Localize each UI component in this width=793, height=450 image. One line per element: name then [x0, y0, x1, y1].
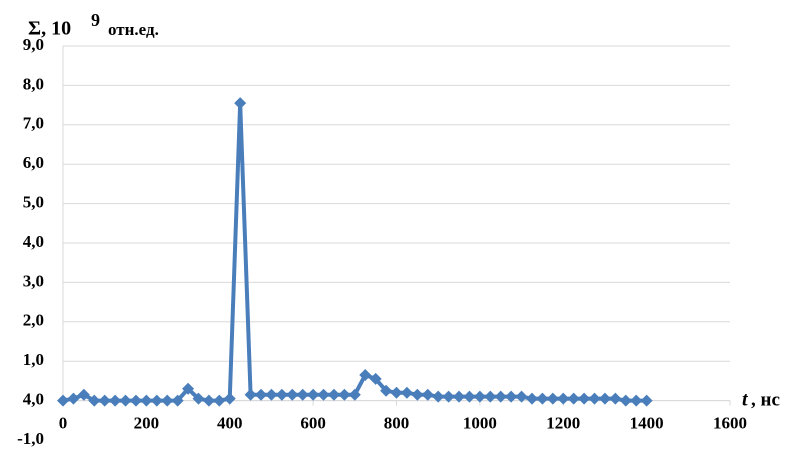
data-point: [98, 394, 111, 407]
data-point: [380, 384, 393, 397]
data-point: [619, 394, 632, 407]
y-tick-label: 8,0: [23, 74, 44, 93]
data-point: [630, 394, 643, 407]
data-point: [202, 394, 215, 407]
data-point: [234, 97, 247, 110]
data-point: [390, 386, 403, 399]
x-tick-label: 600: [300, 414, 326, 433]
data-point: [598, 392, 611, 405]
x-tick-label: 800: [384, 414, 410, 433]
x-tick-label: 0: [59, 414, 68, 433]
data-point: [171, 394, 184, 407]
data-point: [223, 392, 236, 405]
data-point: [213, 394, 226, 407]
data-point: [442, 390, 455, 403]
x-tick-label: 1600: [713, 414, 747, 433]
data-point: [275, 388, 288, 401]
data-point: [296, 388, 309, 401]
data-point: [192, 392, 205, 405]
data-point: [463, 390, 476, 403]
data-point: [265, 388, 278, 401]
y-axis-label: Σ, 10: [28, 18, 71, 40]
data-point: [640, 394, 653, 407]
data-point: [77, 388, 90, 401]
data-point: [327, 388, 340, 401]
x-axis-label-unit: , нс: [751, 389, 780, 410]
data-point: [88, 394, 101, 407]
data-point: [182, 382, 195, 395]
y-tick-label: 1,0: [23, 350, 44, 369]
data-point: [609, 392, 622, 405]
data-point: [67, 392, 80, 405]
data-point: [557, 392, 570, 405]
data-point: [473, 390, 486, 403]
x-tick-label: 1400: [630, 414, 664, 433]
data-point: [546, 392, 559, 405]
y-tick-label: 4,0: [23, 232, 44, 251]
x-tick-label: 400: [217, 414, 243, 433]
x-tick-label: 200: [134, 414, 160, 433]
data-point: [286, 388, 299, 401]
y-tick-label: 5,0: [23, 193, 44, 212]
y-axis-label-unit: отн.ед.: [108, 20, 159, 39]
data-point: [57, 394, 69, 407]
y-tick-label: 4,0: [23, 390, 44, 409]
data-point: [525, 392, 538, 405]
data-point: [494, 390, 507, 403]
data-line: [62, 101, 647, 403]
data-point: [348, 388, 361, 401]
data-point: [400, 386, 413, 399]
data-point: [129, 394, 142, 407]
data-point: [453, 390, 466, 403]
y-tick-label: 7,0: [23, 114, 44, 133]
data-point: [578, 392, 591, 405]
data-point: [307, 388, 320, 401]
data-point: [150, 394, 163, 407]
data-point: [317, 388, 330, 401]
data-point: [109, 394, 122, 407]
y-tick-label: 2,0: [23, 311, 44, 330]
data-point: [140, 394, 153, 407]
y-tick-label: 9,0: [23, 35, 44, 54]
y-tick-label: 6,0: [23, 153, 44, 172]
data-point: [432, 390, 445, 403]
data-point: [484, 390, 497, 403]
data-point: [536, 392, 549, 405]
x-tick-label: 1200: [546, 414, 580, 433]
data-point: [588, 392, 601, 405]
y-tick-label: -1,0: [17, 429, 44, 448]
data-point: [161, 394, 174, 407]
x-tick-label: 1000: [463, 414, 497, 433]
data-point: [421, 388, 434, 401]
data-point: [411, 388, 424, 401]
data-point: [119, 394, 132, 407]
grid: [63, 45, 730, 402]
data-point: [567, 392, 580, 405]
y-axis-label-power: 9: [91, 10, 100, 30]
data-point: [255, 388, 268, 401]
data-point: [515, 390, 528, 403]
x-axis-label-var: t: [742, 389, 749, 411]
data-point: [369, 372, 382, 385]
y-tick-label: 3,0: [23, 271, 44, 290]
data-point: [244, 388, 257, 401]
data-point: [338, 388, 351, 401]
data-point: [359, 368, 372, 381]
data-point: [505, 390, 518, 403]
